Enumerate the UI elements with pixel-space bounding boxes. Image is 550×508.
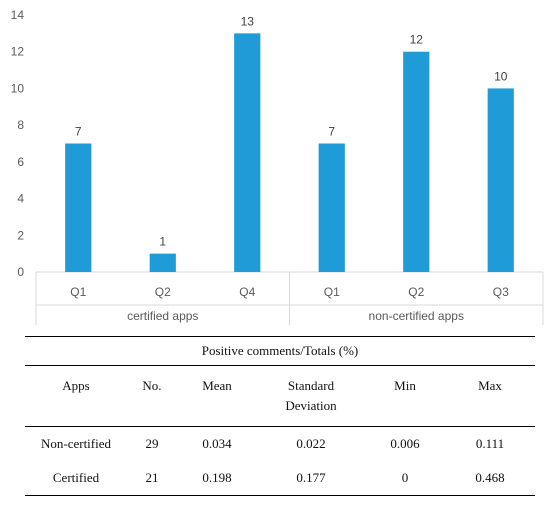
header-no-text: No. [142, 378, 162, 393]
y-tick-label: 8 [17, 118, 24, 132]
header-max: Max [445, 365, 535, 427]
y-tick-label: 6 [17, 155, 24, 169]
header-apps: Apps [25, 365, 127, 427]
cell-no: 29 [145, 436, 159, 451]
cell-mean: 0.198 [177, 461, 257, 496]
data-label: 10 [494, 69, 508, 83]
cell-no: 21 [127, 461, 177, 496]
category-label: Q1 [70, 285, 86, 299]
cell-mean: 0.034 [202, 436, 232, 451]
y-tick-label: 4 [17, 192, 24, 206]
header-max-text: Max [478, 378, 502, 393]
cell-apps: Certified [25, 461, 127, 496]
bar [318, 143, 345, 272]
bar [234, 33, 261, 272]
y-tick-label: 12 [11, 45, 25, 59]
y-tick-label: 14 [11, 8, 25, 22]
header-apps-text: Apps [62, 378, 90, 393]
statistics-table: Positive comments/Totals (%) Apps No. Me… [25, 336, 535, 496]
data-label: 7 [328, 125, 335, 139]
cell-min: 0.006 [390, 436, 420, 451]
category-label: Q1 [324, 285, 340, 299]
table-header-row: Apps No. Mean Standard Deviation Min Max [25, 365, 535, 427]
table-row: Non-certified 29 0.034 0.022 0.006 0.111 [25, 427, 535, 462]
category-label: Q3 [493, 285, 509, 299]
table-caption-row: Positive comments/Totals (%) [25, 336, 535, 366]
header-no: No. [127, 365, 177, 427]
header-mean: Mean [177, 365, 257, 427]
header-min-text: Min [394, 378, 416, 393]
group-label: non-certified apps [369, 309, 464, 323]
header-standard-deviation: Standard Deviation [257, 365, 365, 427]
table-row: Certified 21 0.198 0.177 0 0.468 [25, 461, 535, 496]
table-caption: Positive comments/Totals (%) [25, 336, 535, 366]
y-tick-label: 10 [11, 81, 25, 95]
bar [403, 51, 430, 272]
cell-max: 0.468 [445, 461, 535, 496]
bar [65, 143, 92, 272]
y-tick-label: 0 [17, 265, 24, 279]
data-label: 7 [75, 125, 82, 139]
header-standard-text: Standard [287, 378, 335, 393]
category-label: Q4 [239, 285, 255, 299]
cell-sd: 0.022 [296, 436, 326, 451]
bar-chart: 0 2 4 6 8 10 12 14 7 Q1 1 Q2 13 Q4 certified apps 7 Q1 12… [11, 8, 544, 325]
y-tick-label: 2 [17, 228, 24, 242]
cell-max: 0.111 [475, 436, 505, 451]
bar [487, 88, 514, 272]
group-label: certified apps [127, 309, 198, 323]
header-mean-text: Mean [202, 378, 232, 393]
data-label: 12 [410, 33, 424, 47]
data-label: 13 [241, 14, 255, 28]
category-label: Q2 [155, 285, 171, 299]
cell-sd: 0.177 [257, 461, 365, 496]
data-label: 1 [159, 235, 166, 249]
bar [149, 253, 176, 272]
header-deviation-text: Deviation [285, 398, 337, 413]
cell-apps: Non-certified [40, 436, 112, 451]
category-label: Q2 [408, 285, 424, 299]
cell-min: 0 [365, 461, 445, 496]
header-min: Min [365, 365, 445, 427]
